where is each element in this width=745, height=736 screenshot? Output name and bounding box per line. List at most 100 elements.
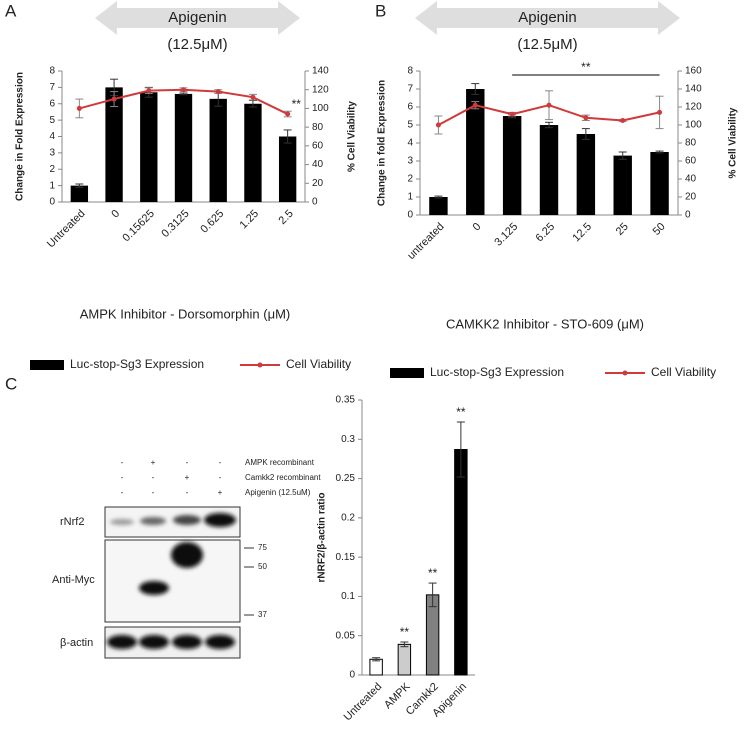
- line-point: [620, 118, 626, 123]
- bar: [466, 89, 485, 215]
- band: [139, 581, 169, 595]
- line-point: [111, 96, 117, 102]
- band: [107, 635, 137, 649]
- lane-sign: -: [121, 473, 124, 482]
- annotation: **: [456, 405, 466, 419]
- legend-swatch: [257, 362, 263, 368]
- bar: [278, 136, 297, 202]
- y-tick-label: 0.1: [341, 591, 355, 602]
- y-tick-label: 7: [49, 82, 55, 93]
- annotation: **: [400, 625, 410, 639]
- legend-label: Cell Viability: [286, 357, 351, 371]
- x-tick-label: 0: [109, 208, 122, 221]
- y-tick-label: 6: [407, 102, 413, 113]
- bar: [369, 658, 383, 676]
- x-tick-label: 6.25: [534, 221, 558, 245]
- lane-sign: -: [186, 488, 189, 497]
- panel-label: C: [5, 374, 17, 393]
- lane-sign: +: [151, 458, 156, 467]
- y-tick-label: 1: [407, 192, 413, 203]
- y-tick-label: 0.35: [336, 395, 356, 406]
- y2-tick-label: 0: [312, 197, 318, 208]
- x-tick-label: 0.3125: [159, 208, 191, 240]
- line-point: [215, 89, 221, 95]
- x-axis-label: AMPK Inhibitor - Dorsomorphin (μM): [80, 306, 291, 321]
- y2-tick-label: 40: [312, 159, 324, 170]
- x-tick-label: 0.15625: [120, 208, 157, 245]
- y-tick-label: 0: [407, 210, 413, 221]
- x-tick-label: 12.5: [570, 221, 594, 245]
- header-title: Apigenin: [518, 9, 576, 26]
- legend-swatch: [390, 368, 424, 378]
- line-point: [250, 94, 256, 100]
- lane-sign: -: [219, 458, 222, 467]
- marker-label: 50: [258, 562, 267, 571]
- header-subtitle: (12.5μM): [167, 36, 227, 53]
- y-tick-label: 4: [49, 131, 55, 142]
- y2-tick-label: 60: [685, 156, 697, 167]
- x-tick-label: 0.625: [198, 208, 226, 236]
- bar: [650, 152, 669, 215]
- line-point: [146, 88, 152, 94]
- x-tick-label: 25: [614, 221, 631, 238]
- y2-tick-label: 140: [685, 84, 702, 95]
- band: [140, 517, 166, 525]
- bar: [105, 87, 123, 202]
- treatment-label: Camkk2 recombinant: [245, 473, 321, 482]
- y2-axis-label: % Cell Viability: [728, 107, 739, 178]
- y-tick-label: 7: [407, 84, 413, 95]
- y-tick-label: 0: [49, 197, 55, 208]
- header-arrow: [95, 1, 300, 35]
- y-tick-label: 5: [407, 120, 413, 131]
- line-point: [285, 111, 291, 117]
- x-tick-label: 0: [471, 221, 484, 234]
- x-tick-label: 1.25: [237, 208, 261, 232]
- lane-sign: -: [186, 458, 189, 467]
- x-axis-label: CAMKK2 Inhibitor - STO-609 (μM): [446, 316, 644, 331]
- x-tick-label: Untreated: [342, 681, 385, 724]
- y-tick-label: 6: [49, 98, 55, 109]
- y-tick-label: 3: [407, 156, 413, 167]
- lane-sign: -: [152, 473, 155, 482]
- marker-label: 37: [258, 610, 267, 619]
- line-point: [181, 87, 186, 93]
- y-tick-label: 0.05: [336, 630, 356, 641]
- x-tick-label: 2.5: [277, 208, 296, 227]
- header-subtitle: (12.5μM): [517, 36, 577, 53]
- bar: [397, 643, 412, 676]
- annotation: **: [581, 60, 591, 74]
- line-point: [472, 102, 478, 108]
- band: [139, 635, 169, 649]
- y-tick-label: 4: [407, 138, 413, 149]
- line-point: [583, 115, 589, 121]
- band: [204, 513, 236, 527]
- y-tick-label: 0.25: [336, 473, 356, 484]
- blot-row-label: Anti-Myc: [52, 574, 95, 586]
- lane-sign: +: [185, 473, 190, 482]
- y2-tick-label: 160: [685, 66, 702, 77]
- annotation: **: [292, 97, 302, 111]
- treatment-label: Apigenin (12.5uM): [245, 488, 311, 497]
- y2-tick-label: 120: [312, 84, 329, 95]
- y2-tick-label: 20: [685, 192, 697, 203]
- header-title: Apigenin: [168, 9, 226, 26]
- legend-swatch: [30, 360, 64, 370]
- bar: [613, 155, 632, 215]
- bar: [502, 116, 522, 215]
- bar: [140, 92, 158, 202]
- y-tick-label: 2: [49, 164, 55, 175]
- bar: [209, 98, 227, 202]
- x-tick-label: 3.125: [492, 221, 520, 249]
- treatment-label: AMPK recombinant: [245, 458, 315, 467]
- panel-label: B: [375, 1, 386, 20]
- blot-bands: [107, 513, 236, 649]
- bar: [576, 134, 596, 215]
- lane-sign: -: [219, 473, 222, 482]
- y-axis-label: rNRF2/β-actin ratio: [317, 492, 328, 582]
- y2-tick-label: 100: [312, 103, 329, 114]
- header-arrow: [415, 1, 680, 35]
- line-point: [546, 102, 552, 108]
- legend-label: Luc-stop-Sg3 Expression: [70, 357, 204, 371]
- bar: [174, 93, 193, 202]
